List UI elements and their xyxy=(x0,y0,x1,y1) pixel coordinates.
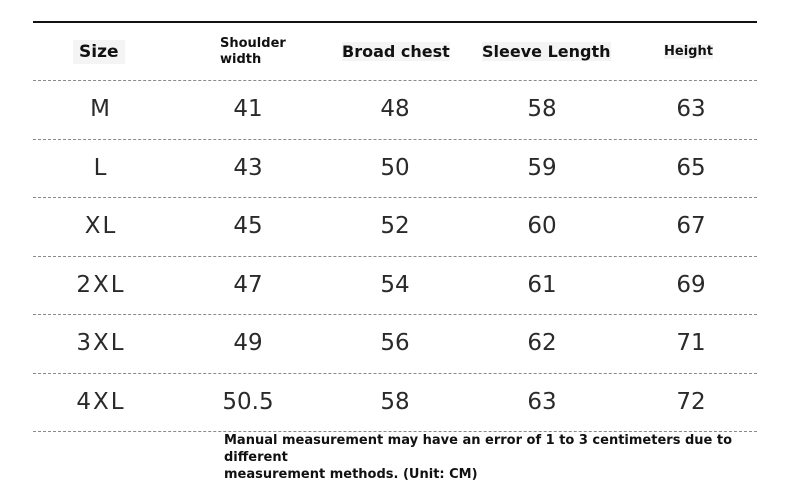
cell-sleeve-length: 60 xyxy=(527,213,557,239)
table-header-row: Size Shoulder width Broad chest Sleeve L… xyxy=(33,23,757,81)
cell-size: 3XL xyxy=(76,330,126,356)
header-shoulder-line1: Shoulder xyxy=(220,35,286,51)
cell-shoulder-width: 47 xyxy=(233,271,263,298)
header-size-label: Size xyxy=(73,39,125,64)
cell-shoulder-width: 43 xyxy=(233,154,263,181)
header-height: Height xyxy=(664,23,713,80)
header-size: Size xyxy=(73,23,125,80)
measurement-note-line1: Manual measurement may have an error of … xyxy=(224,433,733,465)
cell-broad-chest: 54 xyxy=(380,271,410,298)
cell-size: M xyxy=(90,96,112,122)
cell-broad-chest: 52 xyxy=(380,213,410,239)
cell-size: L xyxy=(93,154,109,181)
cell-height: 71 xyxy=(676,330,706,356)
cell-broad-chest: 56 xyxy=(380,330,410,356)
cell-shoulder-width: 49 xyxy=(233,330,263,356)
cell-size: XL xyxy=(84,213,118,239)
cell-size: 2XL xyxy=(76,271,126,298)
header-broad-chest: Broad chest xyxy=(342,23,450,80)
cell-height: 72 xyxy=(676,388,706,415)
cell-broad-chest: 48 xyxy=(380,96,410,122)
cell-sleeve-length: 63 xyxy=(527,388,557,415)
cell-broad-chest: 58 xyxy=(380,388,410,415)
table-top-rule xyxy=(33,21,757,23)
cell-size: 4XL xyxy=(76,388,126,415)
cell-height: 63 xyxy=(676,96,706,122)
cell-sleeve-length: 59 xyxy=(527,154,557,181)
cell-height: 67 xyxy=(676,213,706,239)
header-broad-chest-label: Broad chest xyxy=(342,42,450,61)
cell-shoulder-width: 45 xyxy=(233,213,263,239)
table-row: L 43 50 59 65 xyxy=(33,140,757,198)
header-height-label: Height xyxy=(664,44,713,59)
table-row: 2XL 47 54 61 69 xyxy=(33,257,757,315)
header-sleeve-length: Sleeve Length xyxy=(482,23,611,80)
header-shoulder-line2: width xyxy=(220,51,262,67)
cell-sleeve-length: 58 xyxy=(527,96,557,122)
measurement-note-line2: measurement methods. (Unit: CM) xyxy=(224,467,478,482)
table-row: XL 45 52 60 67 xyxy=(33,198,757,257)
measurement-note: Manual measurement may have an error of … xyxy=(224,432,784,483)
cell-broad-chest: 50 xyxy=(380,154,410,181)
cell-height: 69 xyxy=(676,271,706,298)
size-chart-table: Size Shoulder width Broad chest Sleeve L… xyxy=(33,23,757,432)
cell-shoulder-width: 50.5 xyxy=(222,388,274,415)
table-row: M 41 48 58 63 xyxy=(33,81,757,140)
header-shoulder-width-label: Shoulder width xyxy=(220,36,298,68)
cell-sleeve-length: 61 xyxy=(527,271,557,298)
header-sleeve-length-label: Sleeve Length xyxy=(482,42,611,61)
table-row: 4XL 50.5 58 63 72 xyxy=(33,374,757,432)
table-row: 3XL 49 56 62 71 xyxy=(33,315,757,374)
cell-height: 65 xyxy=(676,154,706,181)
cell-shoulder-width: 41 xyxy=(233,96,263,122)
header-shoulder-width: Shoulder width xyxy=(220,23,298,80)
cell-sleeve-length: 62 xyxy=(527,330,557,356)
